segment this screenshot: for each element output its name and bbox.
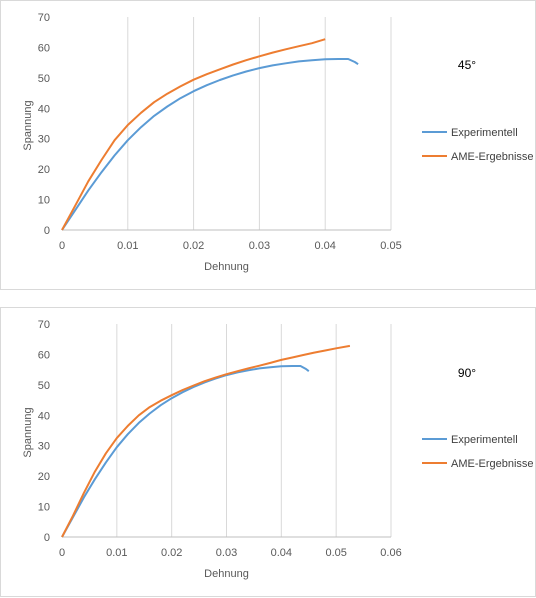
y-tick-label: 0 <box>44 225 50 237</box>
y-tick-label: 30 <box>38 134 50 146</box>
y-tick-label: 20 <box>38 164 50 176</box>
x-tick-label: 0 <box>59 547 65 559</box>
x-tick-label: 0.02 <box>183 240 204 252</box>
x-tick-label: 0.05 <box>325 547 346 559</box>
y-axis-title: Spannung <box>22 100 34 150</box>
x-tick-label: 0.05 <box>380 240 401 252</box>
chart-panel-90: 0 10 20 30 40 50 60 70 0 0.01 0.02 0.03 0.04 0.05 0.06… <box>0 307 536 597</box>
x-tick-label: 0.04 <box>314 240 335 252</box>
x-tick-label: 0.03 <box>216 547 237 559</box>
x-tick-label: 0.01 <box>117 240 138 252</box>
legend-label: Experimentell <box>451 434 518 446</box>
x-tick-label: 0.01 <box>106 547 127 559</box>
y-tick-label: 50 <box>38 380 50 392</box>
series-line-experimentell <box>61 365 310 538</box>
y-tick-label: 70 <box>38 319 50 331</box>
chart-panel-45: 0 10 20 30 40 50 60 70 0 0.01 0.02 0.03 0.04 0.05 Dehn… <box>0 0 536 290</box>
y-tick-label: 20 <box>38 471 50 483</box>
y-tick-label: 40 <box>38 103 50 115</box>
y-axis-title: Spannung <box>22 407 34 457</box>
x-tick-label: 0.06 <box>380 547 401 559</box>
y-tick-label: 50 <box>38 73 50 85</box>
legend-label: AME-Ergebnisse <box>451 151 534 163</box>
y-tick-label: 10 <box>38 195 50 207</box>
y-tick-label: 0 <box>44 532 50 544</box>
angle-annotation: 45° <box>458 58 476 72</box>
series-line-ame-ergebnisse <box>61 344 351 538</box>
y-tick-label: 30 <box>38 441 50 453</box>
x-tick-label: 0.02 <box>161 547 182 559</box>
legend-label: Experimentell <box>451 127 518 139</box>
legend-label: AME-Ergebnisse <box>451 458 534 470</box>
y-tick-label: 70 <box>38 12 50 24</box>
y-tick-label: 60 <box>38 42 50 54</box>
series-line-ame-ergebnisse <box>61 38 326 231</box>
series-line-experimentell <box>61 58 359 231</box>
x-tick-label: 0.04 <box>271 547 292 559</box>
x-axis-title: Dehnung <box>204 261 249 273</box>
chart-90: 0 10 20 30 40 50 60 70 0 0.01 0.02 0.03 0.04 0.05 0.06… <box>22 319 534 580</box>
y-tick-label: 60 <box>38 349 50 361</box>
x-tick-label: 0 <box>59 240 65 252</box>
x-axis-title: Dehnung <box>204 568 249 580</box>
y-tick-label: 10 <box>38 502 50 514</box>
chart-45: 0 10 20 30 40 50 60 70 0 0.01 0.02 0.03 0.04 0.05 Dehn… <box>22 12 534 273</box>
y-tick-label: 40 <box>38 410 50 422</box>
x-tick-label: 0.03 <box>249 240 270 252</box>
angle-annotation: 90° <box>458 366 476 380</box>
